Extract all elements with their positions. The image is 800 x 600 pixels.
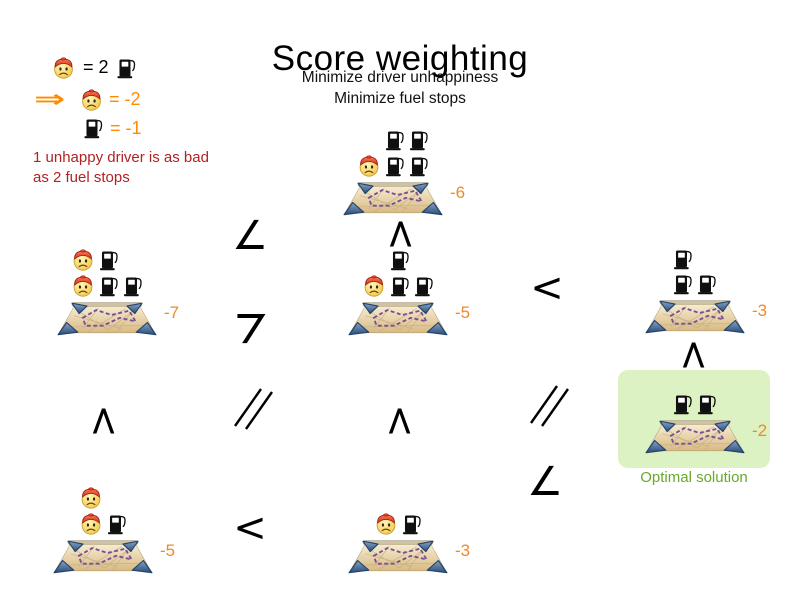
- unhappy-driver-icon: [81, 513, 101, 535]
- icon-row: [363, 249, 410, 271]
- solution-node-mid-right: -3: [645, 249, 767, 338]
- route-map-icon: [53, 539, 153, 574]
- route-map-icon: [348, 301, 448, 336]
- fuel-pump-icon: [409, 130, 428, 151]
- unhappy-driver-icon: [73, 249, 93, 271]
- unhappy-driver-icon: [73, 275, 93, 297]
- unhappy-driver-icon: [81, 487, 101, 509]
- legend-driver-weight: ⇒ = -2: [34, 87, 141, 111]
- incomparable-symbol: [530, 385, 569, 427]
- fuel-pump-icon: [107, 514, 126, 535]
- optimal-solution-caption: Optimal solution: [640, 469, 748, 486]
- score-label: -2: [752, 421, 768, 440]
- fuel-pump-icon: [390, 276, 409, 297]
- worse-than-angle-symbol: ∠: [233, 304, 269, 350]
- worse-than-angle-symbol: ∠: [527, 459, 563, 505]
- score-label: -3: [455, 541, 471, 560]
- solution-node-bottom-center: -3: [348, 513, 470, 578]
- legend-note-line-1: 1 unhappy driver is as bad: [33, 149, 209, 166]
- score-label: -7: [164, 303, 180, 322]
- fuel-pump-icon: [673, 394, 692, 415]
- fuel-pump-icon: [673, 249, 692, 270]
- icon-rows: [673, 393, 717, 415]
- fuel-pump-icon: [673, 274, 692, 295]
- fuel-pump-icon: [414, 276, 433, 297]
- unhappy-driver-icon: [364, 275, 384, 297]
- solution-node-mid-left: -7: [57, 249, 179, 340]
- route-map-icon: [57, 301, 157, 336]
- optimal-solution-highlight: [618, 370, 770, 468]
- route-map-icon: [348, 539, 448, 574]
- legend-note: 1 unhappy driver is as bad as 2 fuel sto…: [33, 148, 209, 188]
- worse-than-up-symbol: <: [377, 404, 423, 438]
- icon-rows: [375, 512, 422, 535]
- icon-rows: [72, 248, 143, 297]
- icon-row: [358, 154, 429, 177]
- worse-than-symbol: <: [530, 265, 564, 311]
- icon-rows: [363, 249, 434, 297]
- icon-row: [673, 393, 717, 415]
- icon-row: [673, 273, 717, 295]
- subtitle-line-1: Minimize driver unhappiness: [301, 69, 499, 86]
- subtitle: Minimize driver unhappiness Minimize fue…: [0, 67, 800, 109]
- fuel-pump-icon: [697, 274, 716, 295]
- worse-than-up-symbol: <: [378, 217, 424, 251]
- implies-arrow-icon: ⇒: [34, 85, 66, 113]
- solution-node-mid-center: -5: [348, 250, 470, 340]
- worse-than-up-symbol: <: [671, 338, 717, 372]
- icon-spacer: [358, 150, 381, 151]
- icon-rows: [80, 486, 127, 535]
- subtitle-line-2: Minimize fuel stops: [334, 90, 466, 107]
- fuel-pump-icon: [409, 156, 428, 177]
- legend-note-line-2: as 2 fuel stops: [33, 169, 130, 186]
- icon-row: [72, 274, 143, 297]
- fuel-pump-icon: [99, 276, 118, 297]
- legend-driver-equation: = 2: [52, 56, 136, 79]
- icon-row: [673, 248, 693, 270]
- icon-spacer: [363, 270, 386, 271]
- page-title: Score weighting: [271, 39, 529, 79]
- fuel-pump-icon: [402, 514, 421, 535]
- score-label: -5: [160, 541, 176, 560]
- icon-rows: [673, 248, 717, 295]
- incomparable-symbol: [234, 388, 273, 430]
- unhappy-driver-icon: [359, 155, 379, 177]
- fuel-pump-icon: [385, 130, 404, 151]
- worse-than-angle-symbol: ∠: [232, 213, 268, 259]
- solution-node-optimal: -2: [645, 394, 767, 458]
- score-label: -5: [455, 303, 471, 322]
- legend-driver-score-label: = -2: [109, 88, 141, 109]
- fuel-pump-icon: [99, 250, 118, 271]
- fuel-pump-icon: [390, 250, 409, 271]
- route-map-icon: [645, 299, 745, 334]
- icon-row: [72, 248, 119, 271]
- fuel-pump-icon: [385, 156, 404, 177]
- fuel-pump-icon: [697, 394, 716, 415]
- unhappy-driver-icon: [376, 513, 396, 535]
- solution-node-bottom-left: -5: [53, 487, 175, 578]
- icon-rows: [358, 129, 429, 177]
- score-label: -3: [752, 301, 768, 320]
- legend-fuel-score-label: = -1: [110, 117, 142, 138]
- route-map-icon: [645, 419, 745, 454]
- worse-than-symbol: <: [233, 505, 267, 551]
- icon-row: [80, 512, 127, 535]
- worse-than-up-symbol: <: [81, 404, 127, 438]
- solution-node-top-center: -6: [343, 130, 465, 220]
- legend-fuel-weight: = -1: [84, 117, 142, 139]
- icon-row: [363, 274, 434, 297]
- score-label: -6: [450, 183, 466, 202]
- route-map-icon: [343, 181, 443, 216]
- legend-driver-equals-label: = 2: [83, 57, 109, 77]
- icon-row: [375, 512, 422, 535]
- icon-row: [358, 129, 429, 151]
- fuel-pump-icon: [123, 276, 142, 297]
- icon-row: [80, 486, 103, 509]
